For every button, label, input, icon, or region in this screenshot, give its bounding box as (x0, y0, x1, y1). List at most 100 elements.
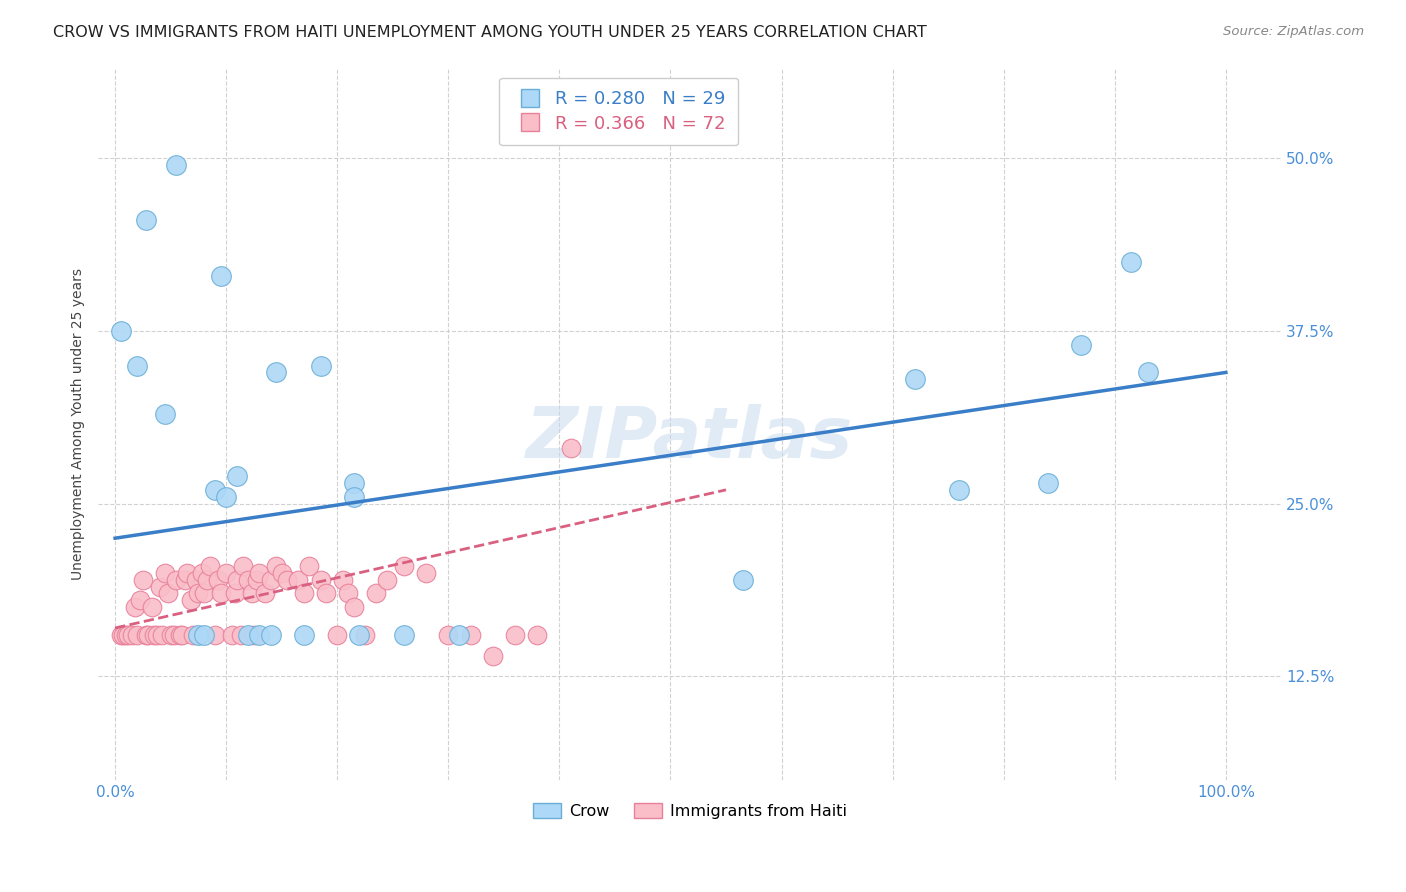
Point (349, 628, 371, 642)
Point (249, 566, 271, 580)
Point (190, 566, 212, 580)
Point (128, 593, 150, 607)
Point (163, 628, 186, 642)
Point (1137, 366, 1160, 380)
Point (309, 359, 332, 373)
Point (157, 586, 180, 600)
Point (195, 573, 218, 587)
Point (127, 628, 149, 642)
Point (240, 586, 263, 600)
Point (392, 558, 415, 573)
Point (238, 628, 260, 642)
Point (948, 483, 970, 497)
Point (560, 442, 582, 456)
Point (1070, 338, 1092, 352)
Point (115, 628, 138, 642)
Point (298, 558, 321, 573)
Point (481, 648, 503, 663)
Point (193, 628, 215, 642)
Point (135, 628, 157, 642)
Point (264, 558, 287, 573)
Point (111, 628, 134, 642)
Point (215, 490, 238, 504)
Point (292, 628, 315, 642)
Point (437, 628, 460, 642)
Point (249, 628, 271, 642)
Point (209, 268, 232, 283)
Point (141, 600, 163, 615)
Point (238, 573, 260, 587)
Text: ZIPatlas: ZIPatlas (526, 404, 853, 473)
Point (375, 573, 398, 587)
Point (292, 586, 315, 600)
Point (287, 573, 309, 587)
Point (259, 573, 281, 587)
Point (226, 469, 249, 483)
Point (110, 324, 132, 338)
Point (159, 628, 181, 642)
Point (254, 586, 277, 600)
Point (121, 628, 143, 642)
Point (207, 573, 229, 587)
Point (526, 628, 548, 642)
Point (264, 366, 287, 380)
Point (1036, 475, 1059, 490)
Point (174, 573, 197, 587)
Point (135, 213, 157, 227)
Point (170, 628, 193, 642)
Point (187, 586, 209, 600)
Point (1121, 255, 1143, 269)
Point (150, 628, 173, 642)
Point (132, 573, 155, 587)
Point (270, 566, 292, 580)
Point (276, 573, 298, 587)
Point (232, 558, 254, 573)
Point (176, 566, 198, 580)
Point (146, 628, 169, 642)
Point (117, 628, 139, 642)
Legend: Crow, Immigrants from Haiti: Crow, Immigrants from Haiti (526, 797, 853, 825)
Point (224, 586, 246, 600)
Point (343, 475, 366, 490)
Point (243, 628, 266, 642)
Point (204, 483, 226, 497)
Point (904, 372, 927, 386)
Point (193, 586, 215, 600)
Point (127, 359, 149, 373)
Point (229, 628, 252, 642)
Point (392, 628, 415, 642)
Point (460, 628, 482, 642)
Point (180, 593, 202, 607)
Point (187, 628, 209, 642)
Point (153, 407, 176, 421)
Point (343, 600, 366, 615)
Point (415, 566, 437, 580)
Point (366, 586, 388, 600)
Point (153, 566, 176, 580)
Point (246, 573, 269, 587)
Point (221, 628, 243, 642)
Point (215, 566, 238, 580)
Point (315, 586, 337, 600)
Point (124, 600, 146, 615)
Point (143, 628, 166, 642)
Point (226, 573, 249, 587)
Point (209, 586, 232, 600)
Point (138, 628, 160, 642)
Point (343, 490, 366, 504)
Point (731, 573, 754, 587)
Point (354, 628, 377, 642)
Point (332, 573, 354, 587)
Point (449, 628, 471, 642)
Point (309, 573, 332, 587)
Text: Source: ZipAtlas.com: Source: ZipAtlas.com (1223, 25, 1364, 38)
Y-axis label: Unemployment Among Youth under 25 years: Unemployment Among Youth under 25 years (72, 268, 86, 580)
Point (110, 628, 132, 642)
Text: CROW VS IMMIGRANTS FROM HAITI UNEMPLOYMENT AMONG YOUTH UNDER 25 YEARS CORRELATIO: CROW VS IMMIGRANTS FROM HAITI UNEMPLOYME… (53, 25, 927, 40)
Point (169, 628, 191, 642)
Point (337, 586, 360, 600)
Point (186, 573, 208, 587)
Point (198, 558, 221, 573)
Point (165, 158, 187, 172)
Point (148, 580, 170, 594)
